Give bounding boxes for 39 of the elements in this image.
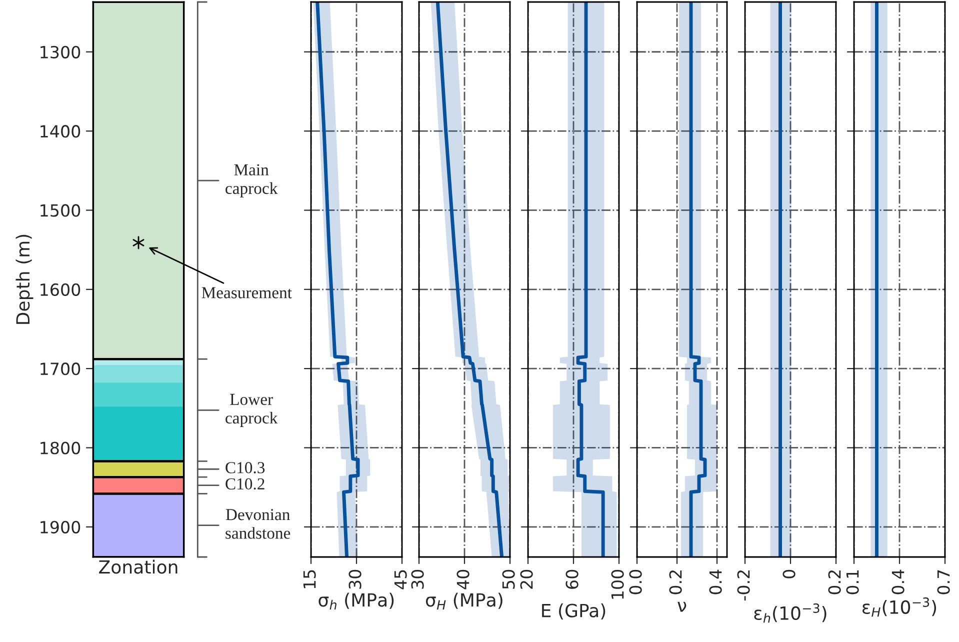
- y-tick-label: 1600: [40, 283, 80, 296]
- x-tick-label: 0.4: [709, 570, 722, 594]
- y-axis-title: Depth (m): [16, 234, 34, 324]
- x-axis-title: ν: [678, 602, 686, 612]
- x-tick-label: -0.2: [737, 570, 750, 601]
- x-tick-label: 20: [520, 570, 533, 589]
- x-tick-label: 0.2: [828, 570, 841, 594]
- x-tick-label: 50: [502, 570, 515, 589]
- x-axis-title: ε$_{H}$(10$^{−3}$): [862, 597, 936, 617]
- x-tick-label: 60: [566, 570, 578, 589]
- x-tick-label: 15: [303, 570, 316, 588]
- x-tick-label: 0.2: [669, 570, 682, 594]
- y-tick-label: 1500: [40, 204, 80, 217]
- x-tick-label: 0.1: [846, 570, 859, 594]
- band-label: Lower caprock: [226, 394, 278, 427]
- x-tick-label: 0.0: [629, 570, 642, 594]
- band-label: Devonian sandstone: [226, 509, 290, 539]
- x-tick-label: 30: [348, 570, 362, 589]
- y-tick-label: 1700: [40, 362, 80, 376]
- band-label: Main caprock: [226, 164, 278, 198]
- band-label: C10.2: [226, 478, 264, 490]
- band-label: C10.3: [226, 462, 265, 474]
- y-tick-label: 1400: [40, 125, 80, 138]
- x-tick-label: 0: [782, 570, 796, 578]
- text: Measurement: [202, 287, 292, 298]
- x-axis-title: E (GPa): [542, 603, 606, 620]
- x-axis-title: Zonation: [99, 560, 178, 574]
- y-tick-label: 1900: [40, 520, 80, 534]
- y-tick-label: 1800: [40, 442, 80, 454]
- x-axis-title: σ$_{h}$ (MPa): [318, 592, 394, 610]
- x-tick-label: 0.4: [892, 570, 904, 594]
- x-tick-label: 45: [394, 570, 407, 590]
- x-axis-title: σ$_{H}$ (MPa): [426, 592, 502, 610]
- y-tick-label: 1300: [40, 46, 80, 58]
- x-tick-label: 30: [411, 570, 424, 589]
- x-axis-title: ε$_{h}$(10$^{−3}$): [754, 603, 826, 623]
- x-tick-label: 0.7: [937, 570, 950, 594]
- x-tick-label: 100: [611, 570, 624, 599]
- x-tick-label: 40: [456, 570, 470, 590]
